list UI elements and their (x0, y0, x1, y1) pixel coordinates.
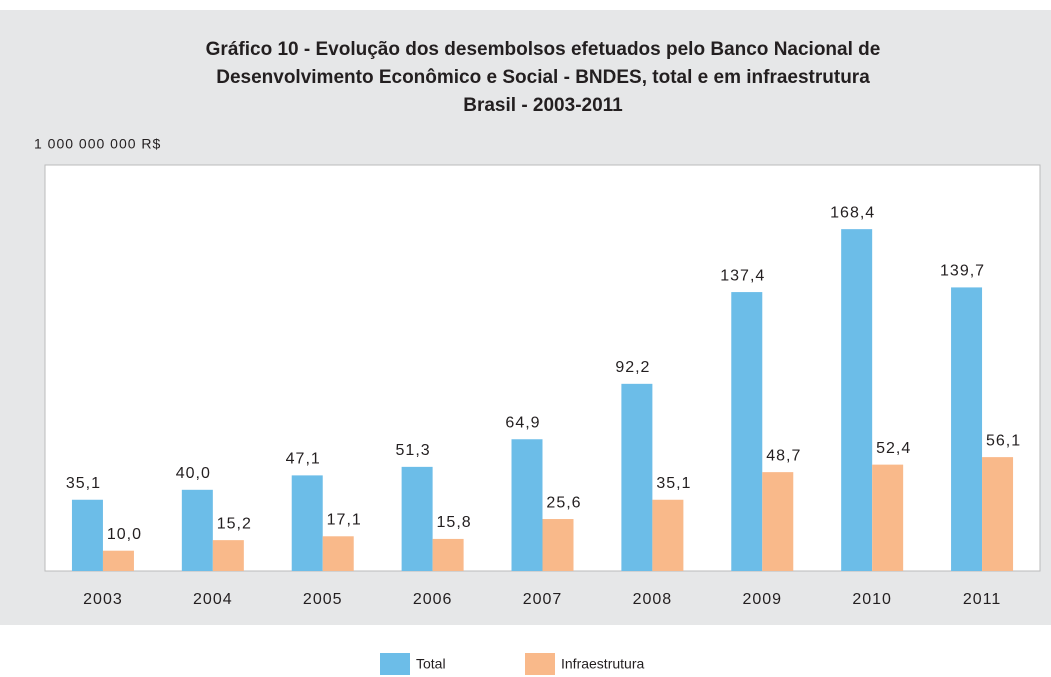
data-label: 139,7 (940, 263, 985, 280)
data-label: 47,1 (286, 451, 321, 468)
x-tick-label: 2011 (963, 591, 1001, 608)
bar (872, 464, 904, 571)
data-label: 35,1 (66, 475, 101, 492)
bar (652, 499, 684, 571)
chart-title: Gráfico 10 - Evolução dos desembolsos ef… (206, 39, 881, 60)
data-label: 25,6 (546, 494, 581, 511)
x-tick-label: 2003 (83, 591, 123, 608)
bar (621, 383, 653, 571)
legend-swatch (380, 653, 410, 675)
x-tick-label: 2008 (633, 591, 673, 608)
data-label: 17,1 (327, 512, 362, 529)
bar (762, 472, 794, 571)
y-axis-label: 1 000 000 000 R$ (34, 136, 161, 152)
x-tick-label: 2010 (852, 591, 892, 608)
data-label: 137,4 (720, 267, 765, 284)
bar (841, 229, 873, 571)
bar (212, 540, 244, 571)
x-tick-label: 2005 (303, 591, 343, 608)
data-label: 64,9 (505, 414, 540, 431)
chart-title: Desenvolvimento Econômico e Social - BND… (216, 67, 870, 88)
bar (181, 489, 213, 571)
x-tick-label: 2007 (523, 591, 563, 608)
legend-swatch (525, 653, 555, 675)
data-label: 56,1 (986, 432, 1021, 449)
bar (401, 466, 433, 571)
data-label: 35,1 (656, 475, 691, 492)
chart-title: Brasil - 2003-2011 (463, 95, 623, 116)
legend-label: Infraestrutura (561, 656, 644, 672)
data-label: 48,7 (766, 447, 801, 464)
x-tick-label: 2006 (413, 591, 453, 608)
data-label: 52,4 (876, 440, 911, 457)
bar (322, 536, 354, 571)
bar (511, 439, 543, 571)
bar (951, 287, 983, 571)
x-tick-label: 2009 (742, 591, 782, 608)
legend-label: Total (416, 656, 446, 672)
data-label: 10,0 (107, 526, 142, 543)
bar (432, 538, 464, 571)
data-label: 15,8 (437, 514, 472, 531)
bar (291, 475, 323, 571)
data-label: 168,4 (830, 204, 875, 221)
data-label: 40,0 (176, 465, 211, 482)
bar (982, 457, 1014, 571)
data-label: 15,2 (217, 515, 252, 532)
bar (102, 550, 134, 571)
bar (542, 519, 574, 571)
data-label: 92,2 (615, 359, 650, 376)
data-label: 51,3 (396, 442, 431, 459)
bar (71, 499, 103, 571)
bar (731, 292, 763, 571)
x-tick-label: 2004 (193, 591, 233, 608)
